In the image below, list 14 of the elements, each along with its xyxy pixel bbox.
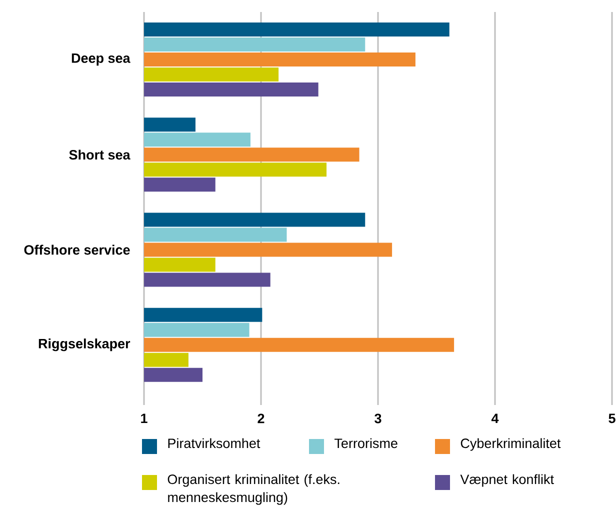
legend-label: Væpnet konflikt bbox=[460, 474, 554, 487]
x-tick-label: 3 bbox=[374, 414, 382, 424]
legend-label: Terrorisme bbox=[334, 438, 398, 448]
y-tick-label: Short sea bbox=[69, 150, 130, 160]
x-tick-label: 5 bbox=[608, 414, 616, 424]
y-tick-label: Offshore service bbox=[24, 244, 130, 255]
x-tick-label: 4 bbox=[491, 414, 499, 423]
y-tick-label: Deep sea bbox=[72, 54, 130, 66]
y-tick-label: Riggselskaper bbox=[38, 338, 130, 352]
legend-label: Organisert kriminalitet (f.eks. menneskesmugling) bbox=[168, 474, 340, 505]
x-tick-label: 1 bbox=[141, 414, 148, 423]
legend-label: Piratvirksomhet bbox=[168, 438, 260, 448]
legend-label: Cyberkriminalitet bbox=[460, 438, 561, 451]
x-tick-label: 2 bbox=[258, 414, 264, 424]
